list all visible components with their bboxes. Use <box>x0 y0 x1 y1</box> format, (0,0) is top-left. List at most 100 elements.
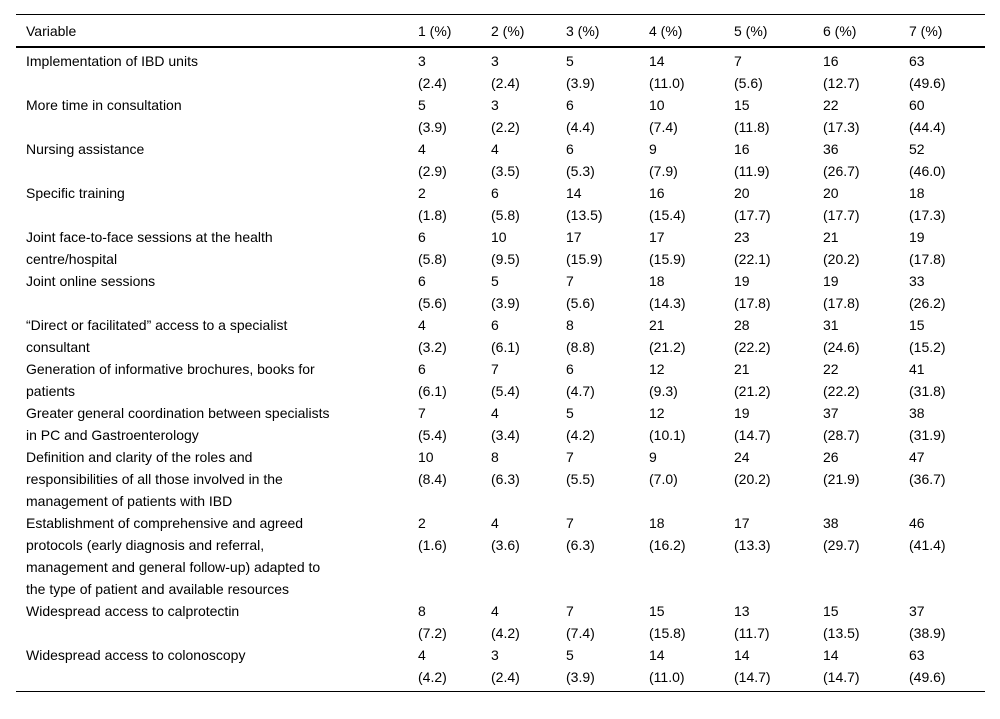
percent-value: (13.3) <box>734 537 771 553</box>
data-cell: 4 (3.5) <box>491 138 566 182</box>
data-cell: 14 (11.0) <box>649 47 734 94</box>
count-value: 8 <box>491 449 499 465</box>
count-value: 63 <box>909 53 925 69</box>
percent-value: (5.4) <box>418 427 447 443</box>
percent-value: (14.7) <box>734 427 771 443</box>
percent-value: (17.8) <box>734 295 771 311</box>
count-value: 7 <box>418 405 426 421</box>
data-cell: 21 (21.2) <box>649 314 734 358</box>
percent-value: (22.1) <box>734 251 771 267</box>
data-cell: 6 (6.1) <box>418 358 491 402</box>
data-cell: 6 (4.4) <box>566 94 649 138</box>
count-value: 19 <box>734 273 750 289</box>
count-value: 7 <box>566 603 574 619</box>
count-value: 19 <box>823 273 839 289</box>
data-cell: 7 (7.4) <box>566 600 649 644</box>
column-header-scale-3: 3 (%) <box>566 14 649 48</box>
percent-value: (2.4) <box>491 75 520 91</box>
count-value: 5 <box>566 405 574 421</box>
column-header-scale-6: 6 (%) <box>823 14 909 48</box>
percent-value: (5.3) <box>566 163 595 179</box>
percent-value: (6.3) <box>491 471 520 487</box>
data-cell: 6 (5.8) <box>491 182 566 226</box>
data-cell: 10 (8.4) <box>418 446 491 512</box>
count-value: 47 <box>909 449 925 465</box>
data-cell: 8 (6.3) <box>491 446 566 512</box>
data-cell: 19 (17.8) <box>909 226 985 270</box>
count-value: 41 <box>909 361 925 377</box>
count-value: 21 <box>734 361 750 377</box>
column-header-scale-4: 4 (%) <box>649 14 734 48</box>
percent-value: (28.7) <box>823 427 860 443</box>
percent-value: (46.0) <box>909 163 946 179</box>
count-value: 5 <box>491 273 499 289</box>
percent-value: (13.5) <box>566 207 603 223</box>
column-header-variable: Variable <box>16 14 418 48</box>
data-cell: 4 (3.2) <box>418 314 491 358</box>
percent-value: (26.7) <box>823 163 860 179</box>
percent-value: (11.8) <box>734 119 770 135</box>
data-cell: 18 (16.2) <box>649 512 734 600</box>
row-label: More time in consultation <box>26 97 182 113</box>
percent-value: (29.7) <box>823 537 860 553</box>
data-cell: 24 (20.2) <box>734 446 823 512</box>
count-value: 20 <box>823 185 839 201</box>
percent-value: (22.2) <box>823 383 860 399</box>
count-value: 15 <box>734 97 750 113</box>
data-cell: 5 (3.9) <box>491 270 566 314</box>
data-cell: 12 (9.3) <box>649 358 734 402</box>
percent-value: (16.2) <box>649 537 686 553</box>
percent-value: (6.1) <box>491 339 520 355</box>
count-value: 6 <box>566 141 574 157</box>
row-label: Establishment of comprehensive and agree… <box>26 515 321 597</box>
data-cell: 46 (41.4) <box>909 512 985 600</box>
count-value: 60 <box>909 97 925 113</box>
survey-results-table: Variable 1 (%) 2 (%) 3 (%) 4 (%) 5 (%) 6 (%) 7 … <box>16 14 985 692</box>
count-value: 17 <box>649 229 665 245</box>
table-body: Implementation of IBD units 3 (2.4) 3 (2.4) 5… <box>16 47 985 692</box>
data-cell: 38 (31.9) <box>909 402 985 446</box>
data-cell: 4 (4.2) <box>491 600 566 644</box>
percent-value: (1.8) <box>418 207 447 223</box>
percent-value: (8.4) <box>418 471 447 487</box>
percent-value: (31.8) <box>909 383 946 399</box>
count-value: 28 <box>734 317 750 333</box>
count-value: 10 <box>649 97 665 113</box>
count-value: 6 <box>418 273 426 289</box>
percent-value: (20.2) <box>823 251 860 267</box>
count-value: 20 <box>734 185 750 201</box>
data-cell: 2 (1.8) <box>418 182 491 226</box>
percent-value: (11.0) <box>649 75 685 91</box>
row-label: Greater general coordination between spe… <box>26 405 330 443</box>
count-value: 7 <box>566 273 574 289</box>
count-value: 10 <box>418 449 434 465</box>
count-value: 31 <box>823 317 839 333</box>
percent-value: (2.4) <box>491 669 520 685</box>
percent-value: (2.9) <box>418 163 447 179</box>
count-value: 18 <box>909 185 925 201</box>
data-cell: 37 (28.7) <box>823 402 909 446</box>
data-cell: 16 (15.4) <box>649 182 734 226</box>
table-row: Widespread access to calprotectin 8 (7.2) 4… <box>16 600 985 644</box>
data-cell: 19 (17.8) <box>823 270 909 314</box>
count-value: 12 <box>649 361 665 377</box>
data-cell: 3 (2.4) <box>491 644 566 692</box>
row-label: Widespread access to colonoscopy <box>26 647 246 663</box>
percent-value: (17.3) <box>823 119 860 135</box>
percent-value: (2.4) <box>418 75 447 91</box>
percent-value: (15.8) <box>649 625 686 641</box>
data-cell: 8 (8.8) <box>566 314 649 358</box>
count-value: 6 <box>566 361 574 377</box>
percent-value: (11.9) <box>734 163 770 179</box>
count-value: 8 <box>566 317 574 333</box>
data-cell: 60 (44.4) <box>909 94 985 138</box>
percent-value: (17.8) <box>909 251 946 267</box>
table-row: Joint face-to-face sessions at the healt… <box>16 226 985 270</box>
percent-value: (4.2) <box>491 625 520 641</box>
count-value: 7 <box>566 449 574 465</box>
data-cell: 6 (4.7) <box>566 358 649 402</box>
count-value: 6 <box>491 317 499 333</box>
data-cell: 2 (1.6) <box>418 512 491 600</box>
data-cell: 36 (26.7) <box>823 138 909 182</box>
data-cell: 7 (5.4) <box>418 402 491 446</box>
